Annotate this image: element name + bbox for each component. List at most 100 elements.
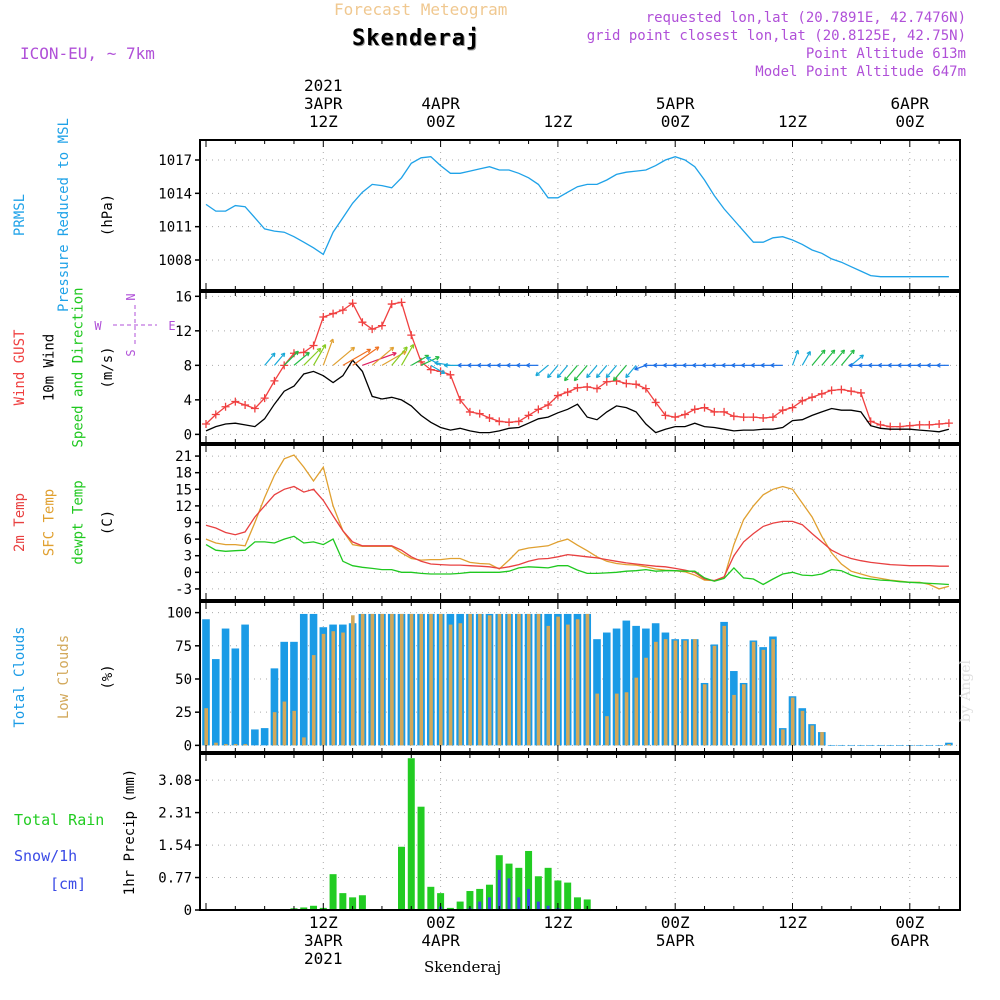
total-cloud-bar [202, 619, 210, 746]
wind-arrow-head [366, 348, 372, 354]
wind-arrow [283, 350, 299, 366]
wind-arrow-head [350, 346, 356, 352]
low-cloud-bar [487, 615, 492, 746]
low-cloud-bar [654, 641, 658, 746]
total-cloud-bar [251, 729, 259, 746]
gust-point [944, 419, 953, 428]
y-tick-label: 75 [175, 639, 192, 655]
y-tick-label: 2.31 [158, 806, 192, 822]
bottom-time-label: 5APR [656, 931, 695, 950]
low-cloud-bar [566, 624, 570, 746]
gust-point [788, 403, 797, 412]
wind-arrow [801, 351, 811, 366]
total-cloud-bar [602, 632, 611, 746]
total-cloud-bar [612, 628, 621, 746]
grid-layer [200, 140, 960, 911]
low-cloud-bar [742, 684, 746, 746]
y-tick-label: 8 [184, 358, 192, 374]
wind-arrow-head [859, 354, 864, 360]
wind-arrow [547, 364, 559, 378]
gust-point [465, 407, 474, 416]
low-cloud-bar [302, 737, 306, 746]
y-tick-label: 50 [175, 672, 192, 688]
wind-arrow [420, 356, 440, 366]
bottom-time-label: 00Z [895, 913, 924, 932]
wind-arrow-head [389, 346, 395, 352]
wind-arrow-head [750, 362, 755, 368]
gust-point [768, 413, 777, 422]
wind-arrow-head [426, 356, 431, 362]
panel-frame-pressure [199, 139, 961, 291]
requested-coords: requested lon,lat (20.7891E, 42.7476N) [645, 10, 966, 26]
gust-point [602, 377, 611, 386]
wind-arrow [605, 364, 618, 378]
wind-arrow [840, 349, 855, 366]
bottom-time-label: 6APR [891, 931, 930, 950]
low-cloud-bar [282, 701, 287, 746]
wind-arrow-head [794, 349, 800, 355]
y-tick-label: 3 [184, 549, 192, 565]
wind-arrow [371, 346, 395, 366]
rain-bar [525, 850, 533, 910]
wind-arrow-head [316, 347, 322, 353]
low-cloud-bar [497, 613, 502, 746]
gust-point [680, 410, 689, 419]
wind-arrow-head [573, 376, 579, 382]
model-altitude: Model Point Altitude 647m [755, 64, 966, 80]
panel-label-wind: Speed and Direction [71, 287, 87, 447]
rain-bar [358, 895, 366, 910]
gust-point [759, 413, 768, 422]
gust-point [426, 365, 435, 374]
gust-point [641, 384, 650, 393]
low-cloud-bar [683, 640, 687, 746]
low-cloud-bar [204, 708, 208, 746]
wind-arrow-head [926, 362, 931, 368]
gust-point [856, 388, 865, 397]
gust-point [397, 298, 406, 307]
gust-point [935, 420, 944, 429]
rain-bar [437, 893, 445, 910]
gust-point [651, 398, 660, 407]
gust-point [485, 413, 494, 422]
gust-point [211, 410, 220, 419]
gust-point [808, 393, 817, 402]
wind-arrow-head [643, 362, 648, 368]
wind-arrow-head [403, 346, 408, 351]
low-cloud-bar [546, 625, 551, 746]
wind-arrow-head [612, 376, 618, 382]
wind-arrow-head [653, 362, 658, 368]
wind-arrow-head [858, 362, 863, 368]
low-cloud-bar [311, 655, 316, 746]
low-cloud-bar [380, 613, 384, 746]
wind-arrow [303, 347, 322, 366]
low-cloud-bar [673, 640, 678, 746]
precip-legend: Snow/1h [14, 847, 77, 865]
gust-point [348, 299, 357, 308]
total-cloud-bar [622, 620, 631, 746]
total-cloud-bar [231, 648, 240, 746]
rain-bar [456, 901, 464, 910]
rain-bar [573, 897, 581, 910]
watermark: by Angel [958, 660, 974, 723]
gust-point [270, 376, 279, 385]
y-tick-label: 21 [175, 449, 192, 465]
top-time-label: 00Z [426, 112, 455, 131]
gust-point [720, 407, 729, 416]
low-cloud-bar [644, 657, 648, 746]
wind-arrow [342, 348, 371, 366]
wind-arrow [625, 364, 637, 378]
wind-arrow [573, 364, 588, 382]
panel-label-precip: 1hr Precip (mm) [122, 769, 138, 895]
wind-arrow-head [595, 373, 601, 379]
gust-point [690, 405, 699, 414]
y-tick-label: 0 [184, 427, 192, 443]
footer-station: Skenderaj [424, 958, 502, 976]
panel-label-pressure: (hPa) [100, 194, 116, 236]
wind-arrow-head [496, 362, 501, 368]
compass-w: W [94, 319, 102, 333]
compass-s: S [124, 349, 138, 356]
gust-point [524, 411, 533, 420]
wind-arrow-head [897, 362, 902, 368]
wind-arrow [352, 346, 380, 366]
y-tick-label: 1017 [158, 153, 192, 169]
